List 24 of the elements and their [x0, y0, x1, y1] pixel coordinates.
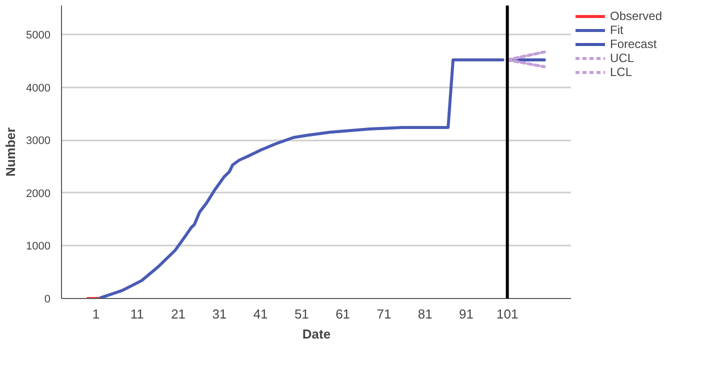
x-tick-label: 101: [496, 306, 518, 322]
y-tick-label: 4000: [26, 82, 51, 94]
legend-label: UCL: [610, 51, 634, 65]
y-tick-label: 5000: [26, 30, 51, 42]
legend-label: Observed: [610, 9, 662, 23]
legend-label: LCL: [610, 65, 632, 79]
legend-label: Fit: [610, 23, 624, 37]
x-tick-label: 31: [212, 306, 227, 322]
y-tick-label: 0: [44, 294, 51, 306]
y-tick-label: 2000: [26, 188, 51, 200]
x-tick-label: 11: [130, 306, 144, 322]
x-tick-label: 81: [418, 306, 432, 322]
x-tick-label: 1: [92, 306, 100, 322]
x-tick-label: 91: [458, 306, 474, 322]
y-tick-label: 3000: [26, 135, 51, 148]
x-tick-label: 51: [294, 306, 309, 322]
x-axis-title: Date: [302, 326, 331, 342]
x-tick-label: 61: [336, 306, 350, 322]
y-axis-title: Number: [3, 127, 18, 177]
y-tick-label: 1000: [26, 240, 51, 253]
x-tick-label: 71: [376, 306, 392, 322]
legend-label: Forecast: [610, 37, 657, 51]
x-tick-label: 41: [253, 306, 268, 322]
x-tick-label: 21: [171, 306, 186, 322]
